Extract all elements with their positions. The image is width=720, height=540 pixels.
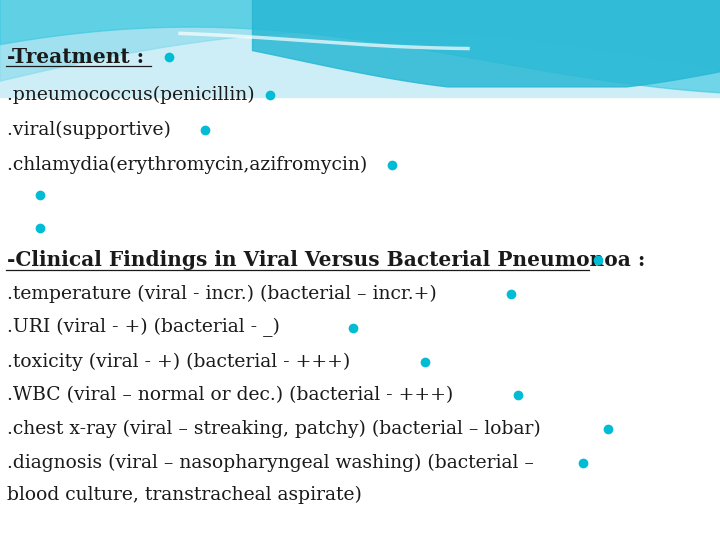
Text: .pneumococcus(penicillin): .pneumococcus(penicillin) xyxy=(7,85,261,104)
Text: .WBC (viral – normal or dec.) (bacterial - +++): .WBC (viral – normal or dec.) (bacterial… xyxy=(7,386,459,404)
Text: .temperature (viral - incr.) (bacterial – incr.+): .temperature (viral - incr.) (bacterial … xyxy=(7,285,443,303)
Text: .toxicity (viral - +) (bacterial - +++): .toxicity (viral - +) (bacterial - +++) xyxy=(7,353,356,371)
Text: .diagnosis (viral – nasopharyngeal washing) (bacterial –: .diagnosis (viral – nasopharyngeal washi… xyxy=(7,454,546,472)
Text: -Treatment :: -Treatment : xyxy=(7,46,151,67)
Text: .viral(supportive): .viral(supportive) xyxy=(7,120,177,139)
Text: -Clinical Findings in Viral Versus Bacterial Pneumonoa :: -Clinical Findings in Viral Versus Bacte… xyxy=(7,250,652,271)
Text: .chlamydia(erythromycin,azifromycin): .chlamydia(erythromycin,azifromycin) xyxy=(7,156,374,174)
Text: .chest x-ray (viral – streaking, patchy) (bacterial – lobar): .chest x-ray (viral – streaking, patchy)… xyxy=(7,420,547,438)
Text: blood culture, transtracheal aspirate): blood culture, transtracheal aspirate) xyxy=(7,486,362,504)
Text: .URI (viral - +) (bacterial - _): .URI (viral - +) (bacterial - _) xyxy=(7,318,286,338)
